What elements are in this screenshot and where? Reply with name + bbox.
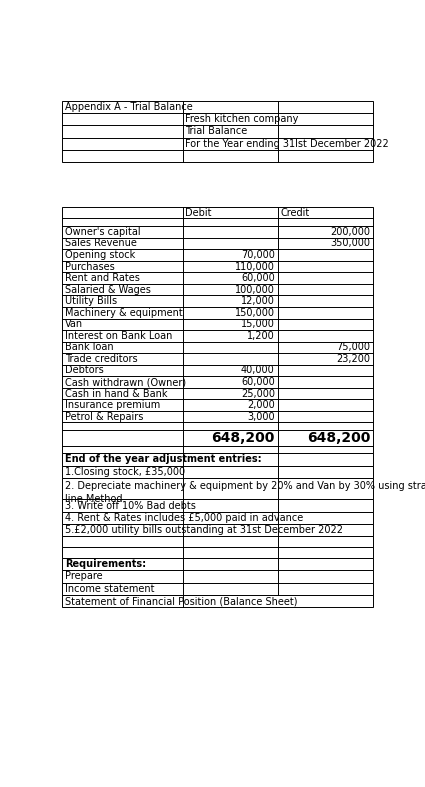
- Text: Sales Revenue: Sales Revenue: [65, 238, 136, 249]
- Text: Fresh kitchen company: Fresh kitchen company: [185, 114, 298, 124]
- Bar: [62, 101, 373, 162]
- Text: 40,000: 40,000: [241, 365, 275, 375]
- Bar: [62, 453, 373, 466]
- Text: Purchases: Purchases: [65, 261, 114, 272]
- Text: Machinery & equipment: Machinery & equipment: [65, 308, 182, 318]
- Text: For the Year ending 31lst December 2022: For the Year ending 31lst December 2022: [185, 139, 388, 149]
- Text: Prepare: Prepare: [65, 571, 102, 582]
- Text: 200,000: 200,000: [330, 227, 370, 237]
- Text: 648,200: 648,200: [307, 430, 370, 445]
- Text: 75,000: 75,000: [336, 342, 370, 353]
- Text: 23,200: 23,200: [336, 354, 370, 364]
- Text: Cash in hand & Bank: Cash in hand & Bank: [65, 389, 167, 398]
- Text: 4. Rent & Rates includes £5,000 paid in advance: 4. Rent & Rates includes £5,000 paid in …: [65, 513, 303, 523]
- Text: Insurance premium: Insurance premium: [65, 400, 160, 410]
- Text: 15,000: 15,000: [241, 320, 275, 329]
- Text: 110,000: 110,000: [235, 261, 275, 272]
- Text: 60,000: 60,000: [241, 377, 275, 387]
- Text: Salaried & Wages: Salaried & Wages: [65, 285, 150, 294]
- Text: Debit: Debit: [185, 208, 211, 218]
- Text: 60,000: 60,000: [241, 273, 275, 283]
- Bar: [62, 500, 373, 512]
- Bar: [62, 512, 373, 524]
- Text: Trial Balance: Trial Balance: [185, 127, 247, 136]
- Bar: [62, 537, 373, 547]
- Text: 1,200: 1,200: [247, 331, 275, 341]
- Text: Owner's capital: Owner's capital: [65, 227, 140, 237]
- Bar: [62, 478, 373, 500]
- Text: Rent and Rates: Rent and Rates: [65, 273, 140, 283]
- Bar: [62, 524, 373, 537]
- Text: 100,000: 100,000: [235, 285, 275, 294]
- Text: 5.£2,000 utility bills outstanding at 31st December 2022: 5.£2,000 utility bills outstanding at 31…: [65, 525, 343, 535]
- Bar: [62, 466, 373, 478]
- Bar: [62, 558, 373, 571]
- Bar: [62, 547, 373, 558]
- Text: 2,000: 2,000: [247, 400, 275, 410]
- Text: Opening stock: Opening stock: [65, 250, 135, 260]
- Text: Petrol & Repairs: Petrol & Repairs: [65, 412, 143, 422]
- Text: Van: Van: [65, 320, 83, 329]
- Text: Trade creditors: Trade creditors: [65, 354, 137, 364]
- Text: 2. Depreciate machinery & equipment by 20% and Van by 30% using straight
line Me: 2. Depreciate machinery & equipment by 2…: [65, 481, 425, 504]
- Text: Cash withdrawn (Owner): Cash withdrawn (Owner): [65, 377, 186, 387]
- Text: 12,000: 12,000: [241, 296, 275, 306]
- Text: Bank loan: Bank loan: [65, 342, 113, 353]
- Text: Utility Bills: Utility Bills: [65, 296, 117, 306]
- Text: 25,000: 25,000: [241, 389, 275, 398]
- Bar: [62, 595, 373, 608]
- Text: Credit: Credit: [280, 208, 309, 218]
- Text: 70,000: 70,000: [241, 250, 275, 260]
- Text: Income statement: Income statement: [65, 584, 154, 593]
- Text: 1.Closing stock, £35,000: 1.Closing stock, £35,000: [65, 467, 185, 477]
- Text: Requirements:: Requirements:: [65, 559, 146, 569]
- Text: 3,000: 3,000: [247, 412, 275, 422]
- Text: End of the year adjustment entries:: End of the year adjustment entries:: [65, 454, 261, 464]
- Text: Debtors: Debtors: [65, 365, 104, 375]
- Bar: [62, 582, 373, 595]
- Bar: [62, 207, 373, 453]
- Bar: [62, 571, 373, 582]
- Text: 350,000: 350,000: [330, 238, 370, 249]
- Text: Appendix A - Trial Balance: Appendix A - Trial Balance: [65, 102, 193, 112]
- Text: 3. Write off 10% Bad debts: 3. Write off 10% Bad debts: [65, 501, 196, 511]
- Text: 150,000: 150,000: [235, 308, 275, 318]
- Text: 648,200: 648,200: [211, 430, 275, 445]
- Text: Statement of Financial Position (Balance Sheet): Statement of Financial Position (Balance…: [65, 596, 297, 606]
- Text: Interest on Bank Loan: Interest on Bank Loan: [65, 331, 172, 341]
